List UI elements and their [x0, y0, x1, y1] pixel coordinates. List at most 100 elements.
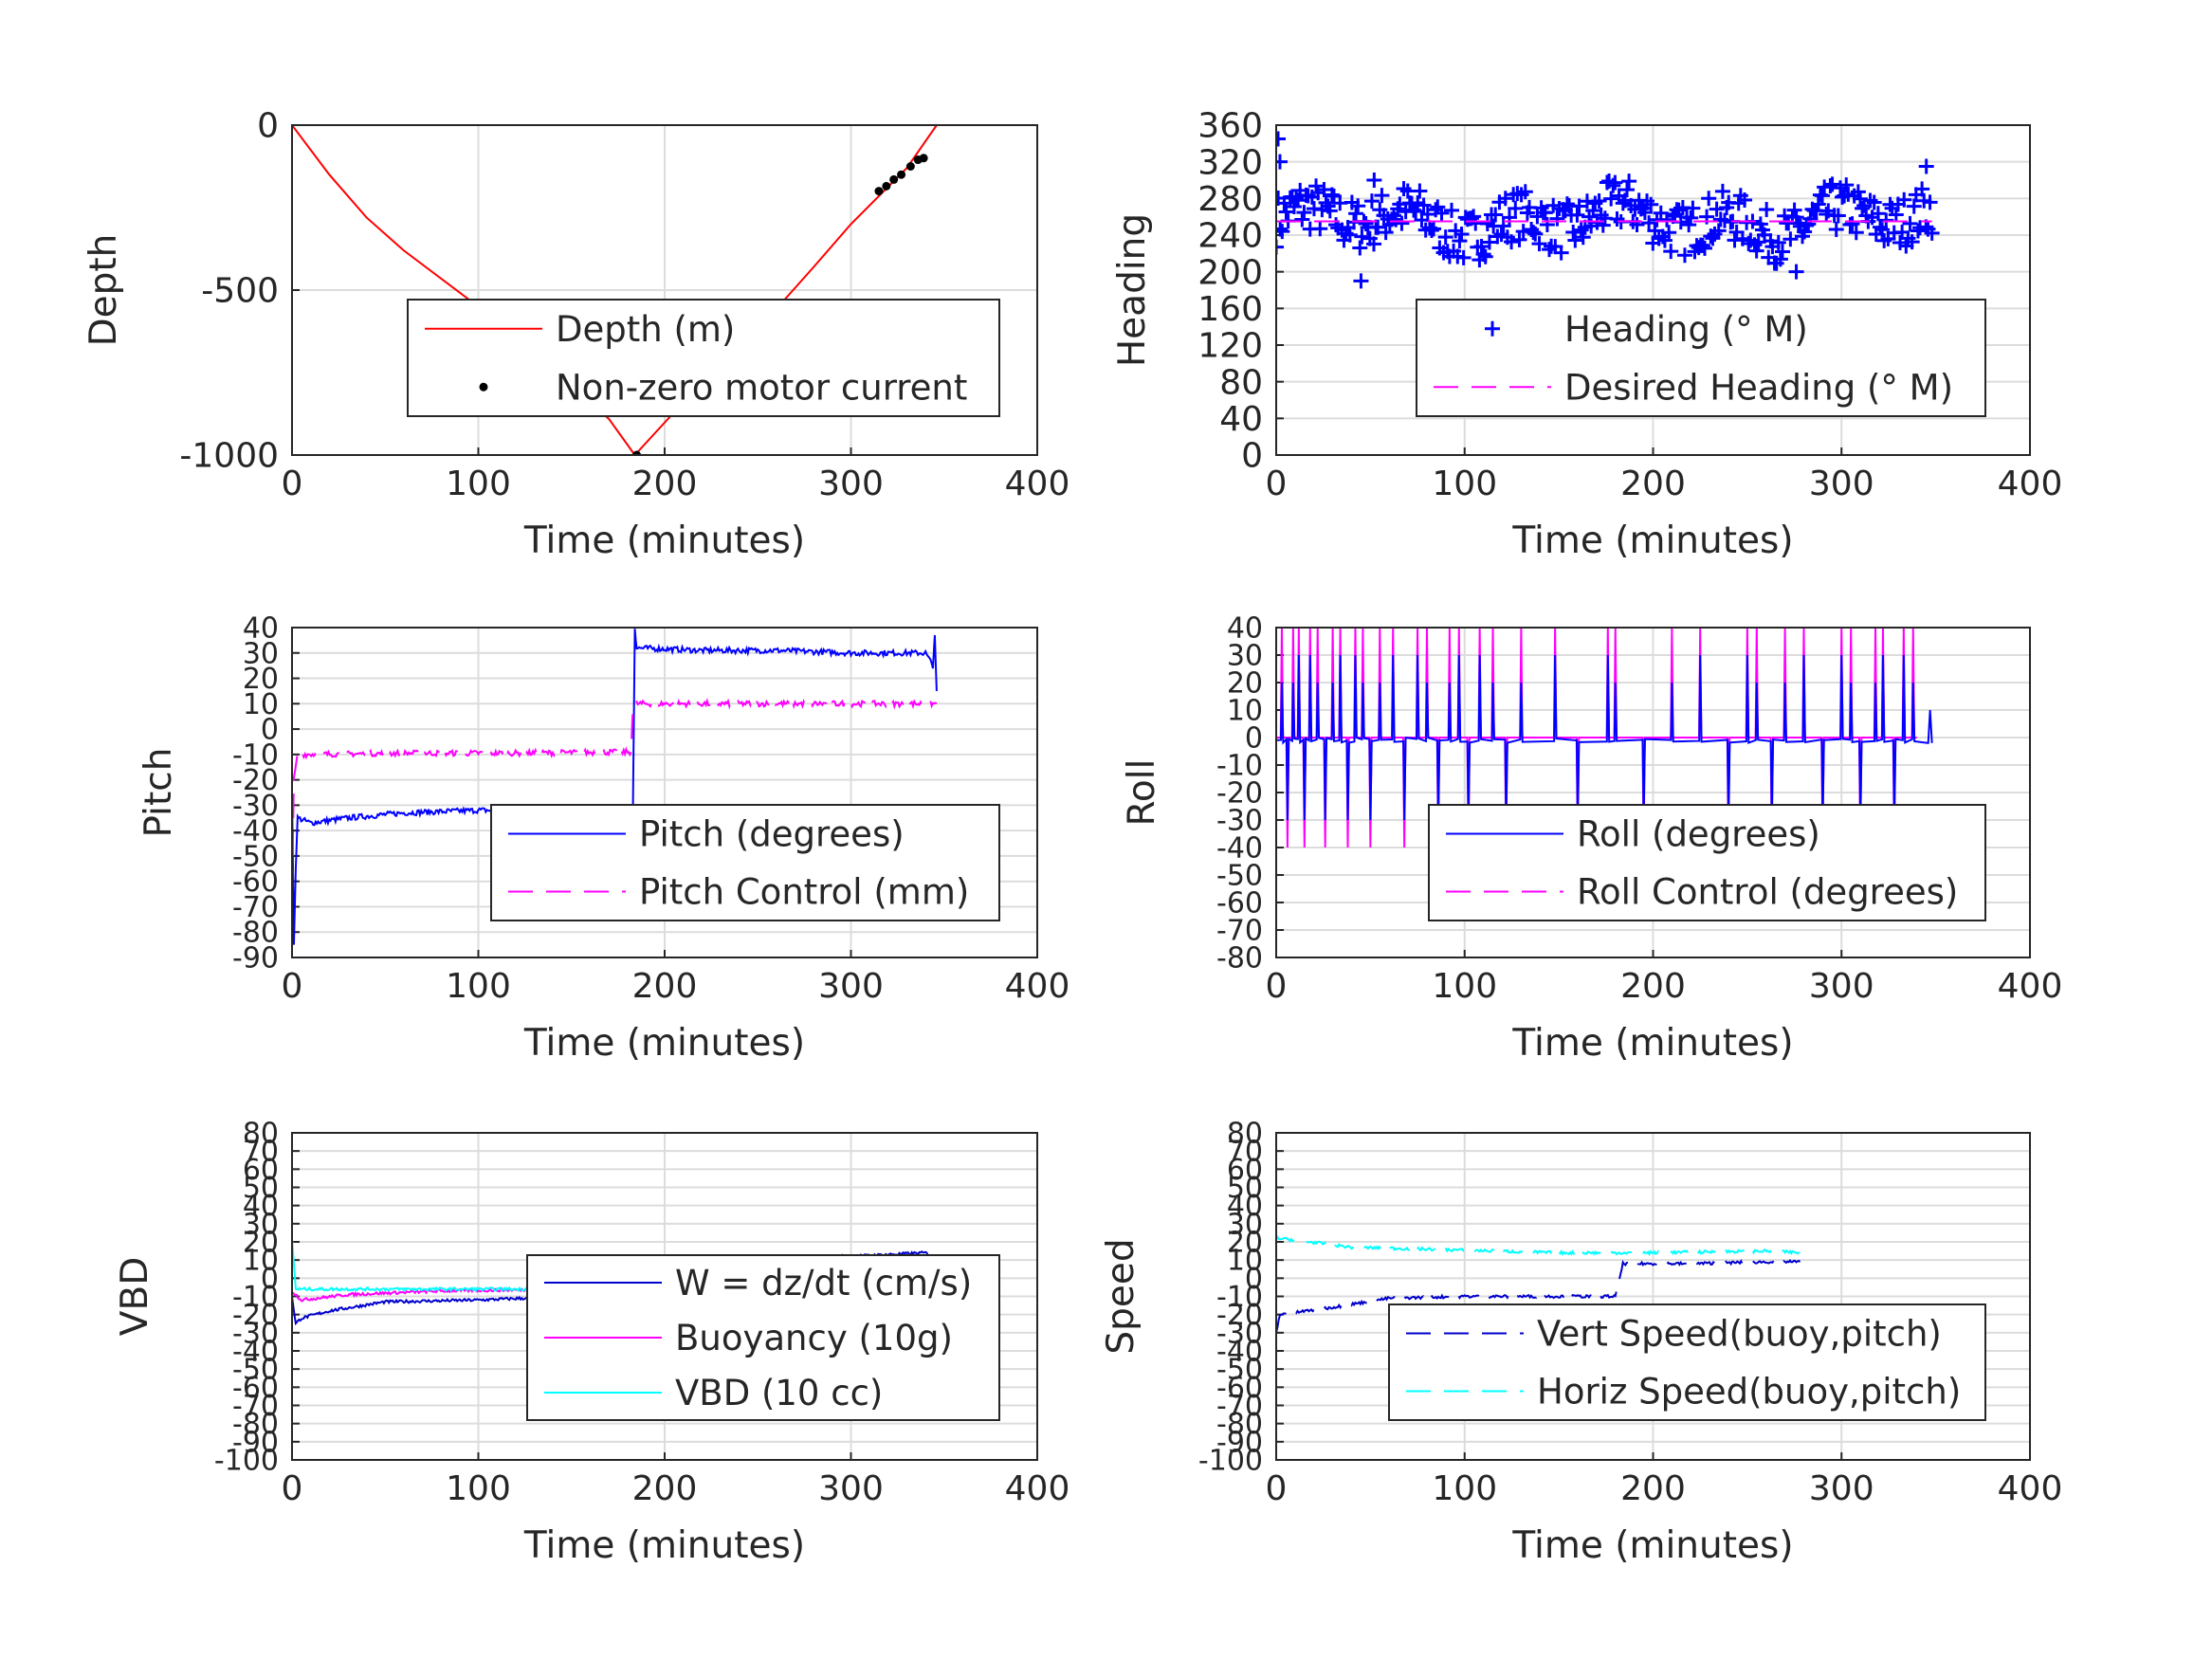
- y-tick-label: 0: [261, 1263, 279, 1296]
- legend: W = dz/dt (cm/s) Buoyancy (10g) VBD (10 cc…: [526, 1254, 1000, 1421]
- heading-point: [1621, 173, 1637, 190]
- heading-point: [1366, 173, 1382, 188]
- y-tick-label: 70: [1227, 1136, 1263, 1169]
- chart-6: 0 100 200 300 40080706050403020100-10-20-30-…: [1100, 1118, 2062, 1568]
- y-tick-label: -60: [1216, 887, 1263, 921]
- heading-point: [1394, 215, 1410, 231]
- heading-point: [1710, 223, 1727, 239]
- heading-point: [1822, 178, 1838, 194]
- y-axis-label: VBD: [114, 1257, 156, 1336]
- y-tick-label: -20: [232, 1299, 279, 1332]
- y-tick-label: 80: [1227, 1118, 1263, 1151]
- y-tick-label: -30: [1216, 805, 1263, 838]
- heading-point: [1567, 232, 1583, 248]
- heading-point: [1838, 177, 1855, 193]
- heading-point: [1595, 217, 1611, 233]
- legend-label: Roll Control (degrees): [1577, 872, 1958, 913]
- y-tick-label: 40: [1227, 612, 1263, 646]
- heading-point: [1681, 217, 1697, 233]
- heading-point: [1322, 203, 1338, 219]
- heading-point: [1511, 231, 1527, 247]
- heading-point: [1737, 191, 1753, 208]
- x-tick-label: 400: [1998, 465, 2063, 503]
- heading-point: [1378, 225, 1394, 241]
- y-tick-label: -30: [232, 1317, 279, 1350]
- data-layer: [1276, 131, 1940, 289]
- series-1-line: [292, 125, 938, 455]
- y-tick-label: 10: [1227, 1245, 1263, 1278]
- legend-label: Pitch Control (mm): [639, 872, 969, 913]
- heading-point: [1924, 225, 1940, 241]
- x-tick-label: 400: [1998, 1469, 2063, 1508]
- motor-current-point: [874, 187, 884, 196]
- y-tick-label: -80: [1216, 942, 1263, 975]
- y-axis-label: Roll: [1121, 759, 1163, 827]
- heading-point: [1290, 192, 1307, 209]
- y-tick-label: -40: [232, 815, 279, 848]
- chart-4: 0 100 200 300 400403020100-10-20-30-40-50-60…: [1121, 612, 2062, 1066]
- x-tick-label: 200: [632, 465, 698, 503]
- heading-point: [1661, 225, 1677, 241]
- data-layer: [292, 125, 938, 455]
- y-tick-label: -40: [1216, 1336, 1263, 1369]
- legend-label: Heading (° M): [1564, 309, 1808, 350]
- y-tick-label: 40: [1227, 1190, 1263, 1223]
- x-tick-label: 400: [1005, 465, 1070, 503]
- heading-point: [1585, 203, 1601, 219]
- y-tick-label: -60: [1216, 1372, 1263, 1405]
- roll-control-line: [1276, 628, 1917, 848]
- heading-point: [1549, 210, 1565, 227]
- x-tick-label: 200: [1620, 465, 1686, 503]
- heading-point: [1426, 221, 1442, 237]
- heading-point: [1527, 226, 1544, 242]
- heading-point: [1453, 227, 1470, 243]
- motor-current-point: [919, 154, 928, 163]
- heading-point: [1370, 219, 1386, 235]
- x-tick-label: 100: [1432, 967, 1497, 1006]
- y-tick-label: 40: [243, 612, 279, 646]
- heading-point: [1312, 221, 1328, 237]
- heading-point: [1828, 221, 1844, 237]
- heading-point: [1308, 178, 1325, 194]
- heading-point: [1553, 245, 1569, 261]
- heading-point: [1850, 184, 1866, 200]
- x-tick-label: 200: [632, 967, 698, 1006]
- axes-frame: [291, 1132, 1038, 1461]
- y-tick-label: 20: [1227, 667, 1263, 701]
- heading-point: [1866, 194, 1882, 210]
- y-axis-label: Heading: [1111, 213, 1154, 367]
- y-tick-label: -100: [1198, 1445, 1263, 1478]
- x-tick-label: 300: [818, 967, 884, 1006]
- heading-point: [1619, 182, 1635, 198]
- heading-point: [1571, 198, 1587, 214]
- heading-point: [1605, 177, 1621, 193]
- heading-point: [1452, 233, 1468, 249]
- heading-point: [1475, 246, 1491, 263]
- heading-point: [1782, 231, 1799, 247]
- y-tick-label: -10: [1216, 1281, 1263, 1314]
- chart-5: 0 100 200 300 40080706050403020100-10-20-30-…: [114, 1118, 1069, 1568]
- heading-point: [1350, 198, 1366, 214]
- legend: Vert Speed(buoy,pitch) Horiz Speed(buoy,p…: [1388, 1304, 1986, 1421]
- heading-point: [1374, 188, 1390, 204]
- heading-point: [1455, 249, 1472, 265]
- y-tick-label: 0: [1245, 1263, 1263, 1296]
- y-tick-label: 10: [243, 688, 279, 721]
- heading-point: [1504, 234, 1520, 250]
- heading-point: [1276, 221, 1289, 237]
- heading-point: [1844, 216, 1860, 232]
- legend-label: Roll (degrees): [1577, 814, 1820, 855]
- y-tick-label: -60: [232, 1372, 279, 1405]
- heading-point: [1636, 205, 1653, 221]
- y-tick-label: -10: [232, 1281, 279, 1314]
- x-axis-label: Time (minutes): [523, 1524, 805, 1567]
- y-tick-label: -70: [232, 891, 279, 924]
- heading-point: [1488, 207, 1504, 223]
- legend-label: Non-zero motor current: [556, 367, 967, 408]
- heading-point: [1888, 207, 1904, 223]
- heading-point: [1802, 210, 1819, 227]
- heading-point: [1419, 206, 1435, 222]
- heading-point: [1517, 184, 1533, 200]
- heading-point: [1423, 223, 1439, 239]
